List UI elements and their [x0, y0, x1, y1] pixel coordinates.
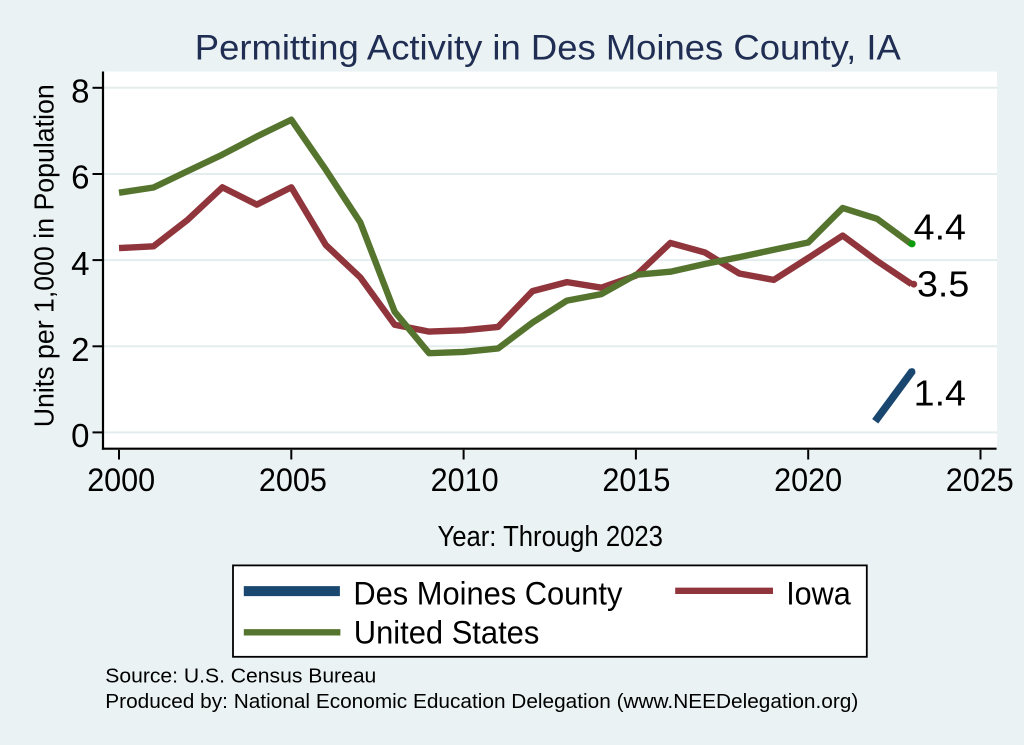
svg-text:4.4: 4.4	[914, 206, 966, 247]
svg-text:0: 0	[71, 417, 89, 454]
svg-text:2015: 2015	[602, 462, 670, 498]
svg-text:Year: Through 2023: Year: Through 2023	[437, 521, 663, 553]
svg-text:1.4: 1.4	[914, 373, 966, 414]
svg-text:Permitting Activity in Des Moi: Permitting Activity in Des Moines County…	[195, 28, 902, 67]
svg-text:3.5: 3.5	[917, 264, 969, 305]
svg-text:2: 2	[71, 331, 89, 368]
svg-text:2000: 2000	[87, 462, 155, 498]
svg-text:2025: 2025	[946, 462, 1014, 498]
svg-text:8: 8	[71, 73, 89, 110]
svg-text:4: 4	[71, 245, 89, 282]
svg-text:6: 6	[71, 159, 89, 196]
svg-text:Source: U.S. Census Bureau: Source: U.S. Census Bureau	[105, 665, 376, 688]
svg-text:Iowa: Iowa	[786, 576, 851, 612]
svg-text:2010: 2010	[431, 462, 499, 498]
svg-text:Units per 1,000 in Population: Units per 1,000 in Population	[28, 84, 59, 427]
svg-text:United States: United States	[354, 615, 540, 651]
svg-text:2005: 2005	[259, 462, 327, 498]
svg-text:2020: 2020	[774, 462, 842, 498]
svg-text:Produced by: National Economic: Produced by: National Economic Education…	[105, 690, 858, 713]
svg-text:Des Moines County: Des Moines County	[353, 576, 622, 612]
